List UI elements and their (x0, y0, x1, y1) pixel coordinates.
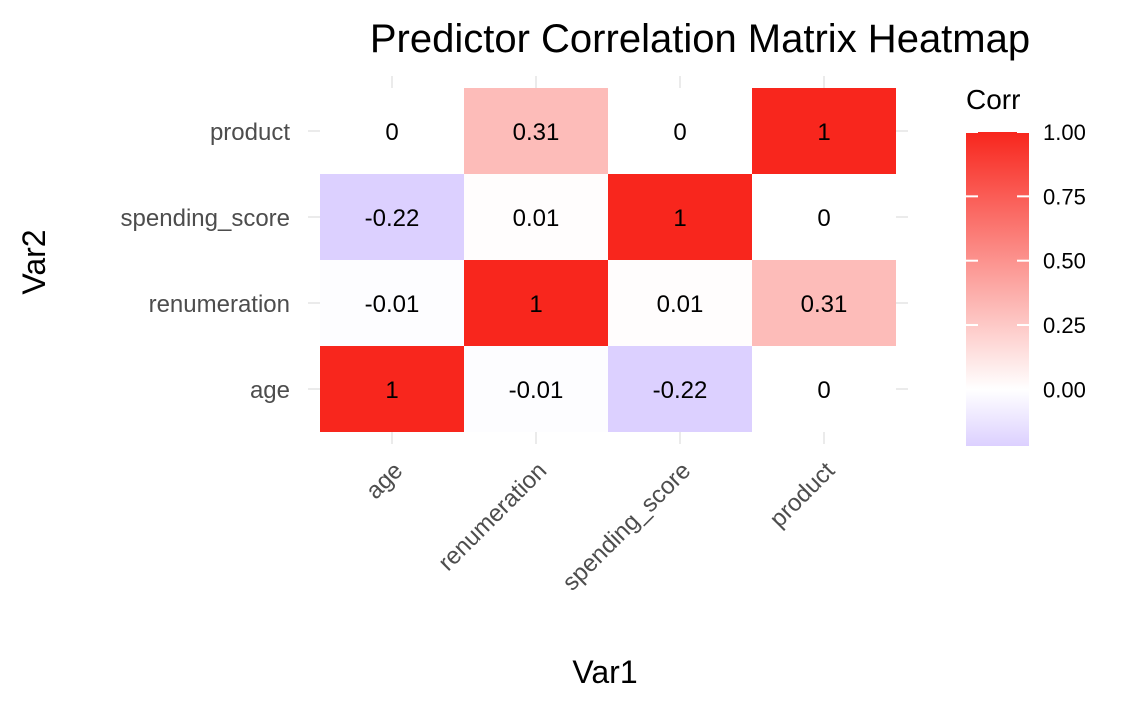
cell-label-renumeration-renumeration: 1 (529, 291, 542, 318)
cell-spending_score-age (608, 346, 752, 432)
x-tick-age: age (361, 457, 408, 504)
chart-title: Predictor Correlation Matrix Heatmap (370, 17, 1030, 61)
y-axis-title: Var2 (16, 229, 52, 294)
x-tick-renumeration: renumeration (433, 457, 552, 576)
cell-product-age (752, 346, 896, 432)
cell-labels: 1 -0.01 -0.22 0 -0.01 1 0.01 0.31 -0.22 0.01 1 0 0 0.… (365, 119, 848, 404)
cell-label-age-renumeration: -0.01 (365, 291, 420, 318)
cell-label-product-product: 1 (817, 119, 830, 146)
legend-tick-label-0: 1.00 (1043, 120, 1086, 145)
y-tick-spending_score: spending_score (121, 205, 290, 232)
cell-renumeration-renumeration (464, 260, 608, 346)
cell-label-product-age: 0 (817, 377, 830, 404)
cell-age-age (320, 346, 464, 432)
x-tick-product: product (765, 457, 841, 533)
y-tick-product: product (210, 119, 290, 146)
cell-spending_score-spending_score (608, 174, 752, 260)
cell-age-product (320, 88, 464, 174)
cell-spending_score-product (608, 88, 752, 174)
legend-tick-label-2: 0.50 (1043, 249, 1086, 274)
cell-label-spending_score-renumeration: 0.01 (657, 291, 704, 318)
legend: Corr 1.00 0.75 0.50 0.25 0.00 (966, 84, 1086, 446)
cell-label-product-spending_score: 0 (817, 205, 830, 232)
cell-label-age-age: 1 (385, 377, 398, 404)
cell-label-renumeration-product: 0.31 (513, 119, 560, 146)
cell-label-age-spending_score: -0.22 (365, 205, 420, 232)
legend-title: Corr (966, 84, 1020, 115)
x-tick-spending_score: spending_score (557, 457, 696, 596)
cell-label-spending_score-spending_score: 1 (673, 205, 686, 232)
y-tick-renumeration: renumeration (149, 291, 290, 318)
cell-spending_score-renumeration (608, 260, 752, 346)
heatmap-cells (320, 88, 896, 432)
cell-label-renumeration-spending_score: 0.01 (513, 205, 560, 232)
cell-renumeration-age (464, 346, 608, 432)
legend-tick-label-4: 0.00 (1043, 377, 1086, 402)
legend-tick-label-3: 0.25 (1043, 313, 1086, 338)
x-axis-title: Var1 (572, 654, 637, 690)
cell-label-product-renumeration: 0.31 (801, 291, 848, 318)
cell-label-age-product: 0 (385, 119, 398, 146)
cell-product-product (752, 88, 896, 174)
cell-label-spending_score-product: 0 (673, 119, 686, 146)
y-axis-ticks: age renumeration spending_score product (121, 119, 291, 404)
cell-renumeration-product (464, 88, 608, 174)
cell-label-renumeration-age: -0.01 (509, 377, 564, 404)
legend-ticks: 1.00 0.75 0.50 0.25 0.00 (966, 120, 1086, 402)
cell-label-spending_score-age: -0.22 (653, 377, 708, 404)
legend-colorbar (966, 132, 1029, 446)
x-axis-ticks: age renumeration spending_score product (361, 457, 841, 596)
y-tick-age: age (250, 377, 290, 404)
cell-age-renumeration (320, 260, 464, 346)
cell-renumeration-spending_score (464, 174, 608, 260)
legend-tick-label-1: 0.75 (1043, 184, 1086, 209)
cell-age-spending_score (320, 174, 464, 260)
cell-product-renumeration (752, 260, 896, 346)
cell-product-spending_score (752, 174, 896, 260)
